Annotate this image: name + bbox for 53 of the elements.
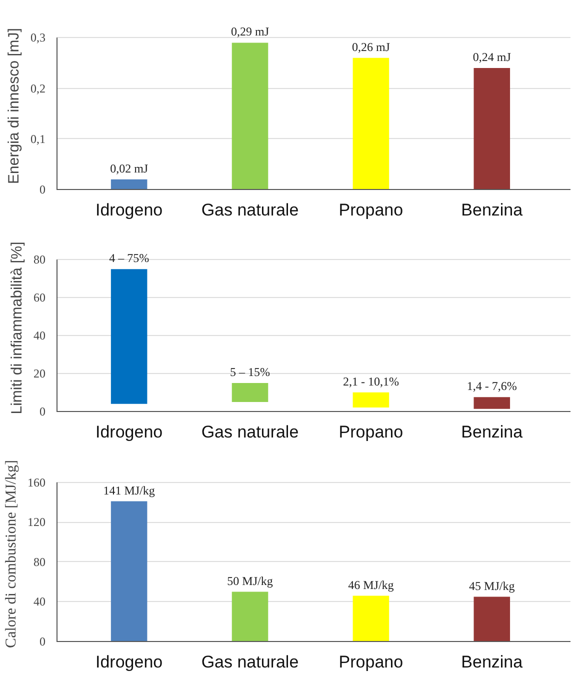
x-tick-label: Gas naturale bbox=[201, 200, 299, 220]
y-tick-label: 0,3 bbox=[30, 30, 46, 45]
y-tick-label: 0,2 bbox=[30, 81, 46, 96]
y-axis-title: Calore di combustione [MJ/kg] bbox=[4, 460, 20, 648]
data-label: 0,26 mJ bbox=[352, 40, 390, 54]
data-label: 50 MJ/kg bbox=[227, 574, 273, 588]
x-tick-label: Propano bbox=[338, 422, 404, 442]
bar bbox=[110, 269, 148, 404]
y-axis-title: Energia di innesco [mJ] bbox=[6, 28, 22, 184]
bar bbox=[474, 397, 510, 409]
annotation: 4 – 75% bbox=[109, 251, 150, 266]
bar bbox=[232, 383, 268, 402]
y-tick-label: 80 bbox=[34, 252, 46, 267]
x-tick-label: Benzina bbox=[461, 200, 524, 220]
x-tick-label: Idrogeno bbox=[96, 200, 163, 220]
data-label: 46 MJ/kg bbox=[348, 578, 394, 592]
x-tick-label: Idrogeno bbox=[96, 652, 163, 672]
data-label: 141 MJ/kg bbox=[103, 483, 155, 498]
bar bbox=[352, 392, 390, 408]
y-tick-label: 60 bbox=[34, 290, 46, 305]
y-axis-title: Limiti di infiammabilità [%] bbox=[8, 242, 26, 414]
x-tick-label: Propano bbox=[338, 652, 404, 672]
y-tick-label: 80 bbox=[34, 554, 46, 569]
annotation: 2,1 - 10,1% bbox=[342, 374, 399, 388]
y-tick-label: 0,1 bbox=[30, 132, 46, 146]
y-tick-label: 0 bbox=[40, 634, 46, 648]
y-tick-label: 0 bbox=[40, 404, 46, 418]
x-tick-label: Gas naturale bbox=[201, 422, 299, 442]
x-tick-label: Propano bbox=[338, 200, 404, 220]
bar bbox=[352, 596, 390, 642]
annotation: 1,4 - 7,6% bbox=[466, 379, 517, 394]
y-tick-label: 40 bbox=[34, 328, 46, 343]
bar bbox=[474, 68, 510, 190]
y-tick-label: 0 bbox=[40, 182, 46, 196]
x-tick-label: Benzina bbox=[461, 652, 524, 672]
bar bbox=[474, 596, 510, 642]
x-tick-label: Gas naturale bbox=[201, 652, 299, 672]
bar bbox=[110, 501, 148, 642]
x-tick-label: Idrogeno bbox=[96, 422, 163, 442]
data-label: 0,29 mJ bbox=[231, 24, 270, 39]
bar bbox=[110, 179, 148, 190]
bar bbox=[352, 58, 390, 190]
x-tick-label: Benzina bbox=[461, 422, 524, 442]
data-label: 0,02 mJ bbox=[110, 161, 148, 176]
y-tick-label: 20 bbox=[34, 366, 46, 381]
y-tick-label: 160 bbox=[28, 475, 46, 490]
data-label: 45 MJ/kg bbox=[469, 578, 515, 593]
y-tick-label: 40 bbox=[34, 594, 46, 609]
bar bbox=[232, 592, 268, 642]
annotation: 5 – 15% bbox=[230, 365, 270, 380]
y-tick-label: 120 bbox=[28, 515, 46, 530]
bar bbox=[232, 42, 268, 190]
data-label: 0,24 mJ bbox=[472, 50, 512, 64]
